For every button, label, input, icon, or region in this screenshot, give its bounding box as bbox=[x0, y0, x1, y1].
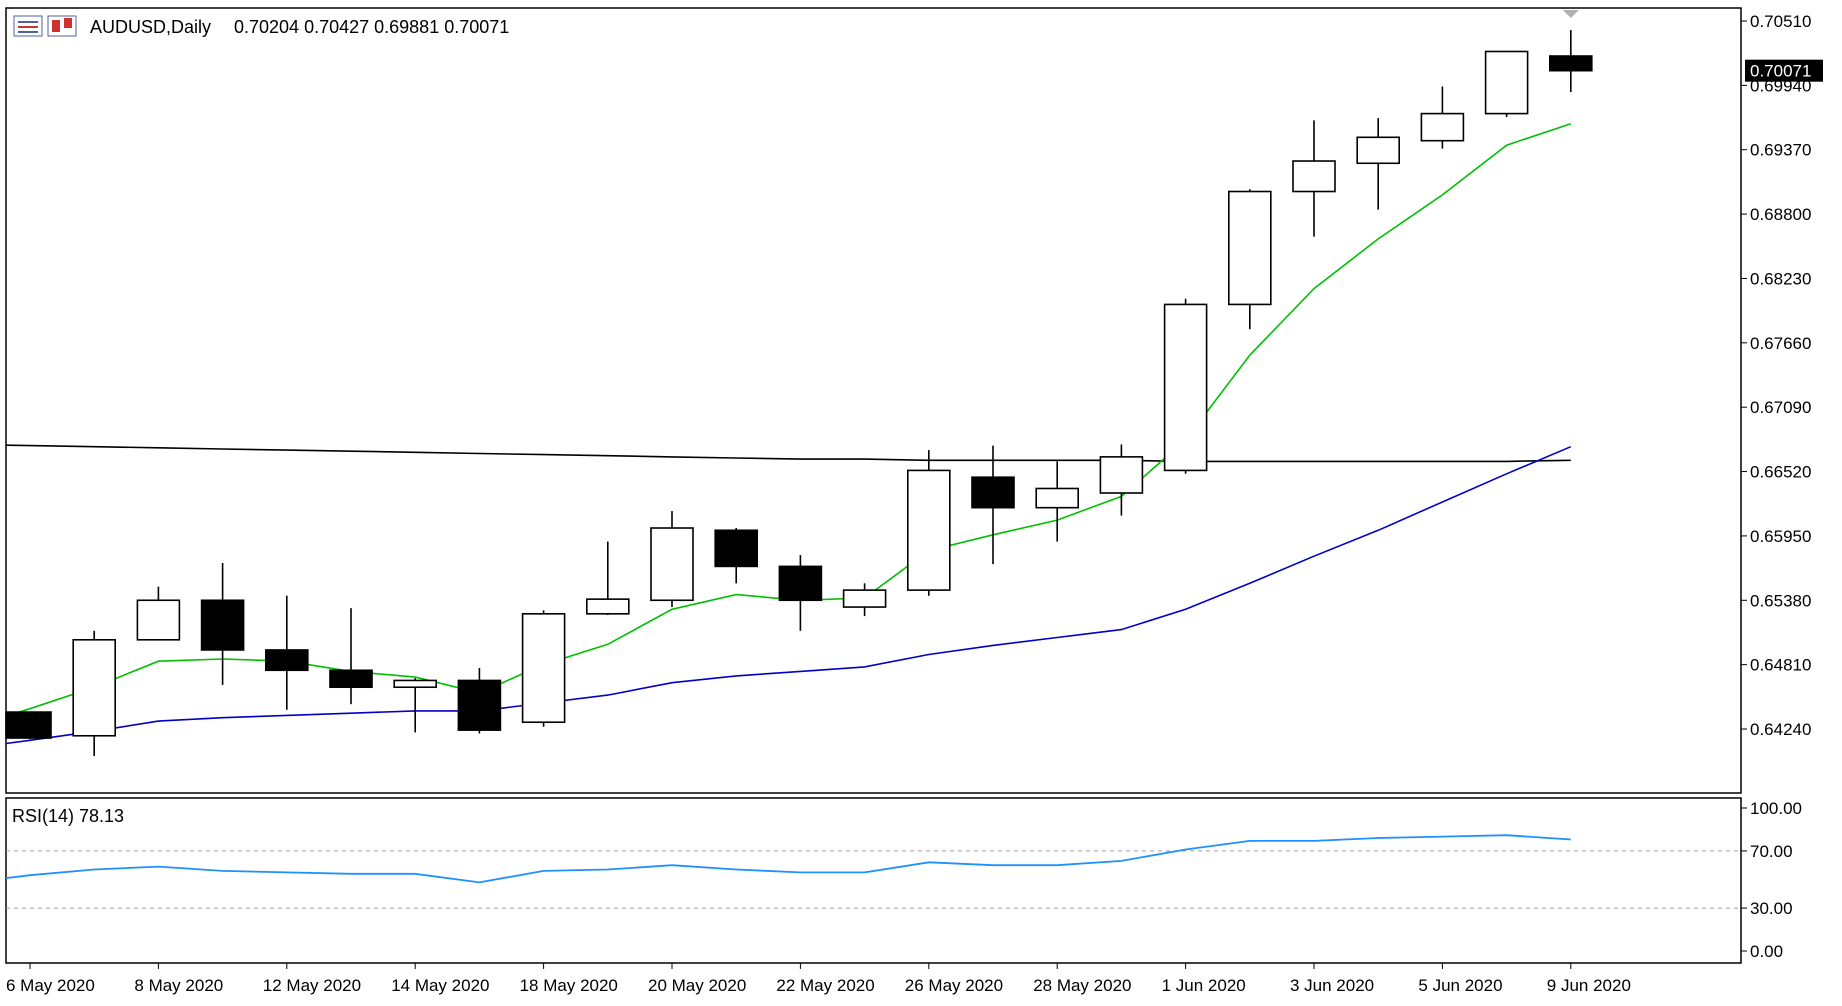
candle bbox=[585, 541, 630, 615]
rsi-tick-label: 100.00 bbox=[1750, 799, 1802, 818]
date-tick-label: 6 May 2020 bbox=[6, 976, 95, 995]
rsi-tick-label: 0.00 bbox=[1750, 942, 1783, 961]
date-axis: 6 May 2020 8 May 2020 12 May 2020 14 May 20… bbox=[6, 963, 1631, 995]
candle-body-bull bbox=[393, 679, 438, 689]
current-price-label: 0.70071 bbox=[1750, 62, 1811, 81]
candle bbox=[1163, 298, 1208, 474]
candle-body-bull bbox=[1420, 112, 1465, 142]
candle bbox=[778, 555, 823, 631]
price-tick-label: 0.65950 bbox=[1750, 527, 1811, 546]
rsi-tick-label: 70.00 bbox=[1750, 842, 1793, 861]
candle bbox=[1484, 50, 1529, 117]
price-tick-label: 0.67660 bbox=[1750, 334, 1811, 353]
moving-averages bbox=[5, 123, 1572, 745]
date-tick-label: 14 May 2020 bbox=[391, 976, 489, 995]
candle-body-bull bbox=[136, 599, 181, 641]
candle bbox=[136, 586, 181, 641]
candle bbox=[200, 563, 245, 685]
rsi-panel-frame bbox=[5, 797, 1742, 964]
date-tick-label: 28 May 2020 bbox=[1033, 976, 1131, 995]
price-tick-label: 0.67090 bbox=[1750, 398, 1811, 417]
ma-long-line bbox=[5, 444, 1571, 463]
candle-body-bear bbox=[264, 649, 309, 672]
candle bbox=[72, 630, 116, 757]
candle-body-bull bbox=[1356, 136, 1400, 165]
candle bbox=[1549, 30, 1593, 93]
price-tick-label: 0.64810 bbox=[1750, 656, 1811, 675]
price-tick-label: 0.66520 bbox=[1750, 463, 1811, 482]
ohlc-values: 0.70204 0.70427 0.69881 0.70071 bbox=[234, 17, 509, 37]
price-tick-label: 0.69370 bbox=[1750, 141, 1811, 160]
candle bbox=[971, 445, 1015, 565]
date-tick-label: 5 Jun 2020 bbox=[1418, 976, 1502, 995]
price-tick-label: 0.64240 bbox=[1750, 720, 1811, 739]
candle-body-bull bbox=[1035, 487, 1079, 509]
ma-slow-line bbox=[5, 445, 1572, 745]
price-tick-label: 0.65380 bbox=[1750, 591, 1811, 610]
candle bbox=[1228, 189, 1272, 330]
price-tick-label: 0.70510 bbox=[1750, 12, 1811, 31]
candle-body-bull bbox=[1163, 303, 1208, 472]
date-tick-label: 26 May 2020 bbox=[905, 976, 1003, 995]
candle bbox=[1420, 86, 1465, 149]
rsi-tick-label: 30.00 bbox=[1750, 899, 1793, 918]
candle bbox=[264, 595, 309, 710]
date-tick-label: 9 Jun 2020 bbox=[1547, 976, 1631, 995]
candle-body-bull bbox=[521, 613, 566, 724]
candle-body-bear bbox=[200, 599, 245, 651]
date-tick-label: 12 May 2020 bbox=[263, 976, 361, 995]
candle-body-bear bbox=[714, 529, 759, 568]
candle-body-bear bbox=[5, 711, 52, 739]
candle bbox=[1292, 120, 1336, 237]
rsi-indicator: 100.00 70.00 30.00 0.00 bbox=[5, 799, 1802, 961]
candle bbox=[1035, 461, 1079, 542]
candle-body-bull bbox=[1099, 456, 1144, 494]
candle-body-bull bbox=[650, 527, 694, 602]
date-tick-label: 22 May 2020 bbox=[776, 976, 874, 995]
date-tick-label: 3 Jun 2020 bbox=[1290, 976, 1374, 995]
candle-body-bull bbox=[1292, 160, 1336, 193]
candle bbox=[329, 608, 373, 705]
candle bbox=[5, 711, 52, 740]
last-bar-marker-icon bbox=[1562, 10, 1579, 18]
candle-body-bull bbox=[842, 589, 887, 608]
date-tick-label: 8 May 2020 bbox=[134, 976, 223, 995]
candle bbox=[1356, 118, 1400, 210]
header-icons[interactable] bbox=[13, 15, 77, 37]
price-tick-label: 0.68800 bbox=[1750, 205, 1811, 224]
price-panel-frame bbox=[5, 7, 1742, 794]
candlesticks bbox=[5, 30, 1593, 757]
date-tick-label: 18 May 2020 bbox=[520, 976, 618, 995]
symbol-timeframe: AUDUSD,Daily bbox=[90, 17, 211, 37]
candle-body-bull bbox=[1484, 50, 1529, 115]
candle bbox=[906, 450, 951, 596]
candle-body-bear bbox=[971, 476, 1015, 509]
candle-body-bear bbox=[329, 669, 373, 689]
date-tick-label: 1 Jun 2020 bbox=[1162, 976, 1246, 995]
candle-body-bull bbox=[585, 598, 630, 615]
current-price-badge: 0.70071 bbox=[1745, 59, 1823, 82]
candle-body-bear bbox=[778, 565, 823, 602]
candle-body-bull bbox=[906, 469, 951, 591]
candle bbox=[842, 583, 887, 617]
candle bbox=[714, 528, 759, 584]
ma-fast-line bbox=[5, 123, 1572, 717]
candle bbox=[1099, 444, 1144, 516]
price-tick-label: 0.68230 bbox=[1750, 269, 1811, 288]
date-tick-label: 20 May 2020 bbox=[648, 976, 746, 995]
rsi-label: RSI(14) 78.13 bbox=[12, 806, 124, 826]
candle-body-bear bbox=[457, 679, 502, 731]
candle-body-bull bbox=[1228, 190, 1272, 306]
candle-body-bull bbox=[72, 638, 116, 737]
candle bbox=[457, 668, 502, 734]
rsi-line bbox=[5, 834, 1571, 884]
candle-body-bear bbox=[1549, 55, 1593, 72]
candle bbox=[393, 678, 438, 733]
candle bbox=[521, 610, 566, 727]
candle bbox=[650, 511, 694, 608]
